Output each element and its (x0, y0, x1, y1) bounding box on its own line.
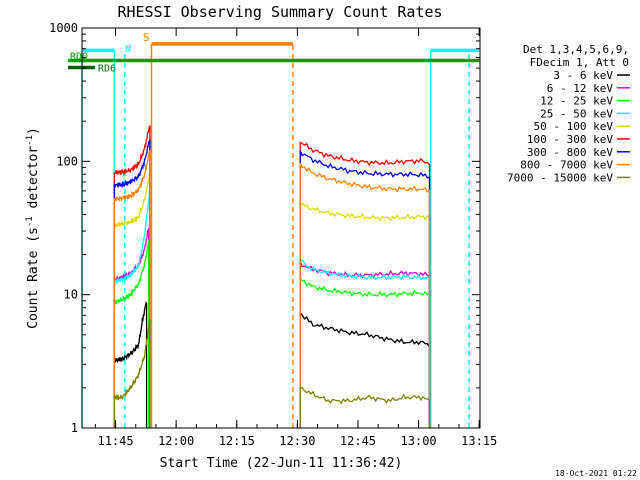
legend-label-50-100-kev: 50 - 100 keV (534, 120, 614, 133)
plot-area: S N RD0 RD6 (68, 31, 480, 428)
x-axis-label: Start Time (22-Jun-11 11:36:42) (160, 456, 403, 471)
series-7000-15000-kev (113, 319, 431, 428)
y-tick-label: 1 (71, 421, 78, 435)
x-tick-label: 13:00 (401, 434, 437, 448)
x-tick-label: 11:45 (97, 434, 133, 448)
legend-label-7000-15000-kev: 7000 - 15000 keV (507, 171, 613, 184)
series-12-25-kev (113, 239, 431, 428)
legend-label-12-25-kev: 12 - 25 keV (540, 95, 613, 108)
series-line-800-7000-kev-0 (113, 150, 151, 428)
series-line-300-800-kev-0 (113, 139, 151, 428)
series-line-800-7000-kev-1 (299, 162, 431, 428)
series-3-6-kev (113, 301, 431, 428)
chart-title: RHESSI Observing Summary Count Rates (117, 3, 442, 21)
series-line-50-100-kev-0 (113, 174, 151, 428)
series-line-100-300-kev-1 (299, 141, 431, 428)
x-tick-label: 12:45 (340, 434, 376, 448)
x-tick-label: 12:00 (158, 434, 194, 448)
series-300-800-kev (113, 139, 431, 428)
series-line-3-6-kev-1 (299, 311, 431, 428)
x-tick-label: 12:15 (219, 434, 255, 448)
series-25-50-kev (113, 188, 431, 428)
legend-label-3-6-kev: 3 - 6 keV (553, 69, 613, 82)
flag-bar-label-rd6: RD6 (98, 64, 116, 75)
x-tick-label: 13:15 (461, 434, 497, 448)
flag-label-s: S (143, 31, 150, 44)
legend-label-6-12-kev: 6 - 12 keV (547, 82, 614, 95)
series-line-7000-15000-kev-0 (113, 319, 151, 428)
series-100-300-kev (113, 125, 431, 428)
series-800-7000-kev (113, 150, 431, 428)
series-line-6-12-kev-1 (299, 261, 431, 428)
legend-label-100-300-kev: 100 - 300 keV (527, 133, 613, 146)
flag-bar-label-rd0: RD0 (70, 52, 88, 63)
y-tick-label: 100 (56, 154, 78, 168)
y-tick-label: 1000 (49, 21, 78, 35)
series-line-12-25-kev-0 (113, 239, 150, 428)
flag-label-n: N (125, 44, 131, 55)
x-tick-label: 12:30 (279, 434, 315, 448)
series-line-12-25-kev-1 (299, 275, 431, 428)
legend: Det 1,3,4,5,6,9, FDecim 1, Att 0 3 - 6 k… (507, 43, 630, 184)
legend-label-300-800-kev: 300 - 800 keV (527, 146, 613, 159)
series-line-300-800-kev-1 (299, 150, 431, 428)
series-line-25-50-kev-0 (113, 188, 151, 428)
legend-header-line-2: FDecim 1, Att 0 (530, 56, 629, 69)
series-line-100-300-kev-0 (113, 125, 151, 428)
series-line-6-12-kev-0 (113, 228, 150, 428)
series-line-25-50-kev-1 (299, 259, 431, 428)
y-axis-ticks: 1 10 100 1000 (49, 21, 480, 435)
y-axis-label: Count Rate (s-1 detector-1) (25, 127, 41, 329)
series-6-12-kev (113, 228, 431, 428)
plot-frame (81, 27, 481, 429)
series-50-100-kev (113, 174, 431, 428)
series-line-50-100-kev-1 (299, 201, 431, 428)
x-axis-ticks: 11:45 12:00 12:15 12:30 12:45 13:00 13:15 (94, 28, 497, 448)
legend-header-line-1: Det 1,3,4,5,6,9, (523, 43, 629, 56)
legend-label-25-50-kev: 25 - 50 keV (540, 107, 613, 120)
legend-label-800-7000-kev: 800 - 7000 keV (520, 159, 613, 172)
series-line-7000-15000-kev-1 (299, 386, 431, 428)
generation-timestamp: 18-Oct-2021 01:22 (555, 469, 637, 478)
series-line-3-6-kev-0 (113, 301, 148, 428)
y-tick-label: 10 (64, 288, 78, 302)
